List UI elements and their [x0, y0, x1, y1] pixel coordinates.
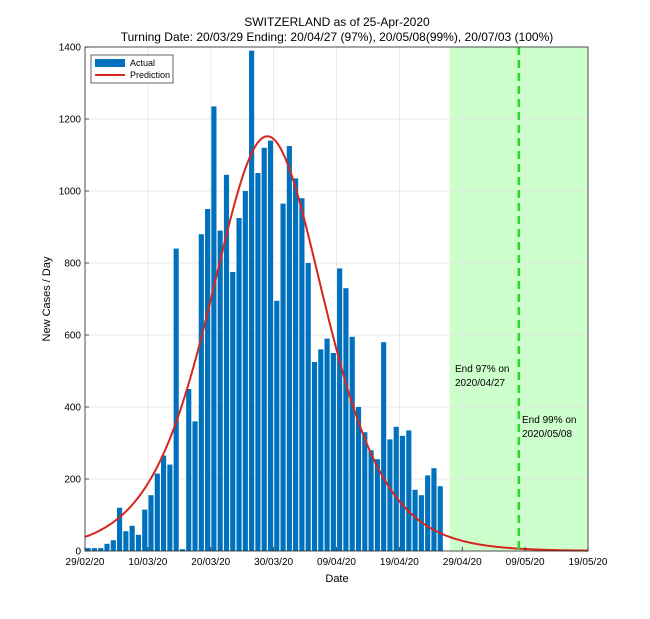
x-axis-label: Date — [325, 573, 348, 585]
bar-day-36 — [311, 362, 318, 551]
bar-day-52 — [412, 489, 418, 551]
legend-prediction-label: Prediction — [130, 70, 170, 80]
annotation-end-97-line2: 2020/04/27 — [455, 378, 505, 389]
actual-bars — [85, 50, 443, 552]
bar-day-48 — [387, 439, 393, 551]
bar-day-25 — [242, 191, 248, 551]
bar-day-49 — [393, 426, 399, 551]
y-tick-label-4: 800 — [64, 259, 81, 270]
bar-day-5 — [117, 507, 123, 551]
bar-day-32 — [286, 146, 292, 551]
x-tick-label-6: 29/04/20 — [443, 557, 482, 568]
bar-day-39 — [330, 353, 336, 551]
bar-day-47 — [381, 342, 387, 551]
legend-actual-swatch — [95, 59, 125, 67]
y-axis-ticks: 0 200 400 600 800 1000 1200 1400 — [59, 43, 89, 558]
bar-day-2 — [98, 548, 104, 551]
bar-day-40 — [337, 268, 343, 551]
annotation-end-99-line1: End 99% on — [522, 415, 577, 426]
chart-title: SWITZERLAND as of 25-Apr-2020 — [244, 15, 430, 29]
bar-day-7 — [129, 525, 135, 551]
bar-day-38 — [324, 338, 330, 551]
bar-day-15 — [179, 549, 186, 551]
bar-day-42 — [349, 336, 355, 551]
x-tick-label-2: 20/03/20 — [191, 557, 230, 568]
y-tick-label-0: 0 — [75, 547, 81, 558]
bar-day-16 — [186, 389, 192, 551]
bar-day-33 — [293, 178, 299, 551]
y-tick-label-5: 1000 — [59, 187, 82, 198]
y-tick-label-6: 1200 — [59, 115, 82, 126]
legend: Actual Prediction — [90, 54, 174, 84]
bar-day-45 — [368, 450, 374, 551]
bar-day-50 — [399, 435, 406, 551]
chart-subtitle: Turning Date: 20/03/29 Ending: 20/04/27 … — [121, 30, 554, 44]
bar-day-26 — [249, 50, 255, 551]
bar-day-22 — [223, 174, 230, 552]
x-axis-ticks: 29/02/20 10/03/20 20/03/20 30/03/20 09/04/20… — [66, 547, 608, 568]
bar-day-23 — [230, 272, 236, 551]
bar-day-55 — [431, 468, 437, 551]
bar-day-54 — [425, 475, 431, 551]
bar-day-31 — [280, 203, 286, 551]
x-tick-label-1: 10/03/20 — [128, 557, 167, 568]
y-tick-label-7: 1400 — [59, 43, 82, 54]
bar-day-28 — [261, 147, 267, 552]
bar-day-21 — [217, 230, 223, 551]
legend-actual-label: Actual — [130, 58, 155, 68]
bar-day-1 — [91, 548, 98, 551]
bar-day-27 — [255, 173, 261, 551]
x-tick-label-7: 09/05/20 — [506, 557, 545, 568]
bar-day-11 — [154, 473, 160, 551]
y-axis-label: New Cases / Day — [41, 256, 53, 341]
bar-day-10 — [148, 495, 154, 551]
bar-day-30 — [274, 300, 280, 551]
bar-day-17 — [192, 421, 198, 551]
bar-day-19 — [205, 209, 211, 551]
x-tick-label-3: 30/03/20 — [254, 557, 293, 568]
bar-day-6 — [123, 531, 129, 551]
bar-day-37 — [318, 349, 324, 551]
bar-day-24 — [236, 218, 242, 551]
bar-day-12 — [161, 455, 167, 551]
bar-day-18 — [198, 234, 204, 551]
bar-day-0 — [85, 548, 91, 551]
bar-day-41 — [343, 288, 349, 551]
bar-day-13 — [167, 464, 173, 551]
bar-day-51 — [406, 430, 412, 551]
bar-day-8 — [135, 534, 142, 551]
bar-day-29 — [267, 140, 274, 551]
x-tick-label-4: 09/04/20 — [317, 557, 356, 568]
x-tick-label-5: 19/04/20 — [380, 557, 419, 568]
bar-day-35 — [305, 263, 311, 551]
bar-day-34 — [299, 198, 305, 551]
bar-day-4 — [110, 540, 116, 551]
y-tick-label-3: 600 — [64, 331, 81, 342]
x-tick-label-0: 29/02/20 — [66, 557, 105, 568]
bar-day-46 — [374, 459, 380, 551]
y-tick-label-2: 400 — [64, 403, 81, 414]
y-tick-label-1: 200 — [64, 475, 81, 486]
bar-day-44 — [362, 432, 368, 551]
bar-day-3 — [104, 543, 110, 551]
bar-day-9 — [142, 509, 148, 551]
bar-day-43 — [355, 407, 362, 551]
annotation-end-97-line1: End 97% on — [455, 364, 510, 375]
annotation-end-99-line2: 2020/05/08 — [522, 429, 572, 440]
bar-day-14 — [173, 248, 179, 551]
bar-day-56 — [437, 486, 443, 551]
x-tick-label-8: 19/05/20 — [569, 557, 608, 568]
prediction-curve — [84, 135, 589, 552]
bar-day-20 — [211, 106, 217, 552]
